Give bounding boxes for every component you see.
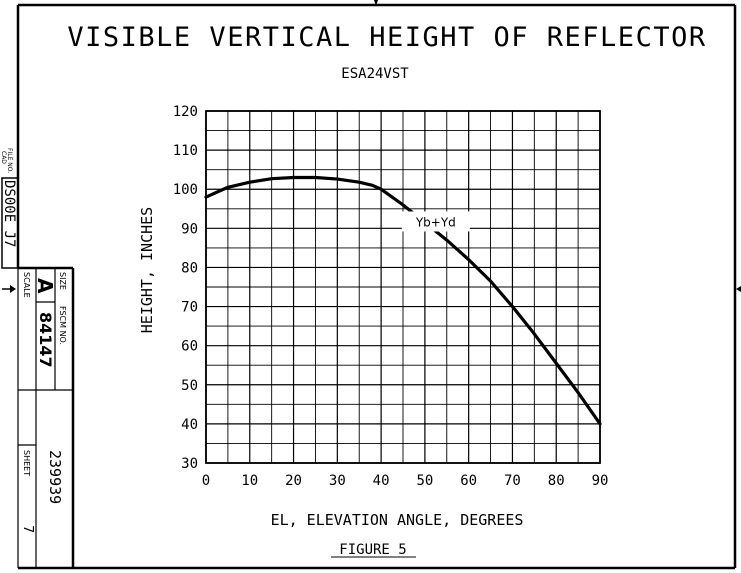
series-label: Yb+Yd xyxy=(415,215,456,229)
fscm-value: 84147 xyxy=(36,312,55,368)
series-label-bg xyxy=(401,211,470,232)
x-tick-label: 40 xyxy=(373,473,390,489)
x-axis-label: EL, ELEVATION ANGLE, DEGREES xyxy=(271,511,524,529)
size-label: SIZE xyxy=(58,272,67,290)
x-tick-label: 0 xyxy=(202,473,210,489)
plot-area: 0 10 20 30 40 50 60 70 80 90 30 40 50 60 70 80 90 100 110 1… xyxy=(173,104,609,489)
y-tick-label: 50 xyxy=(181,378,198,394)
size-value: A xyxy=(33,278,57,294)
y-tick-label: 80 xyxy=(181,260,198,276)
file-no-box xyxy=(1,177,19,269)
y-tick-label: 30 xyxy=(181,456,198,472)
y-axis-label: HEIGHT, INCHES xyxy=(138,207,156,333)
y-tick-label: 120 xyxy=(173,104,198,120)
series-line xyxy=(204,175,602,426)
left-arrow-head xyxy=(10,285,16,293)
x-tick-label: 80 xyxy=(548,473,565,489)
x-tick-label: 50 xyxy=(416,473,433,489)
right-center-mark xyxy=(736,286,741,292)
chart-subtitle: ESA24VST xyxy=(341,66,409,82)
x-tick-label: 20 xyxy=(285,473,302,489)
x-tick-label: 70 xyxy=(504,473,521,489)
y-tick-label: 100 xyxy=(173,182,198,198)
x-tick-label: 60 xyxy=(460,473,477,489)
scale-label: SCALE xyxy=(22,272,31,298)
plot-frame xyxy=(205,110,601,464)
y-tick-label: 60 xyxy=(181,339,198,355)
top-center-mark xyxy=(374,0,378,6)
figure-caption: FIGURE 5 xyxy=(339,542,406,558)
x-tick-label: 90 xyxy=(592,473,609,489)
title-block: FILE NO. CAD DS00E_J7 SCALE SIZE A FSCM … xyxy=(0,148,73,568)
y-tick-label: 110 xyxy=(173,143,198,159)
x-tick-label: 30 xyxy=(329,473,346,489)
y-tick-label: 40 xyxy=(181,417,198,433)
file-no-value: DS00E_J7 xyxy=(1,180,17,247)
file-no-label: FILE NO. xyxy=(6,148,13,173)
chart-title: VISIBLE VERTICAL HEIGHT OF REFLECTOR xyxy=(67,22,706,53)
doc-number: 239939 xyxy=(46,450,64,504)
sheet-label: SHEET xyxy=(22,450,31,476)
y-tick-label: 90 xyxy=(181,221,198,237)
y-tick-label: 70 xyxy=(181,300,198,316)
cad-label: CAD xyxy=(0,151,7,164)
fscm-label: FSCM NO. xyxy=(58,306,67,345)
x-tick-label: 10 xyxy=(241,473,258,489)
sheet-value: 7 xyxy=(20,525,35,533)
